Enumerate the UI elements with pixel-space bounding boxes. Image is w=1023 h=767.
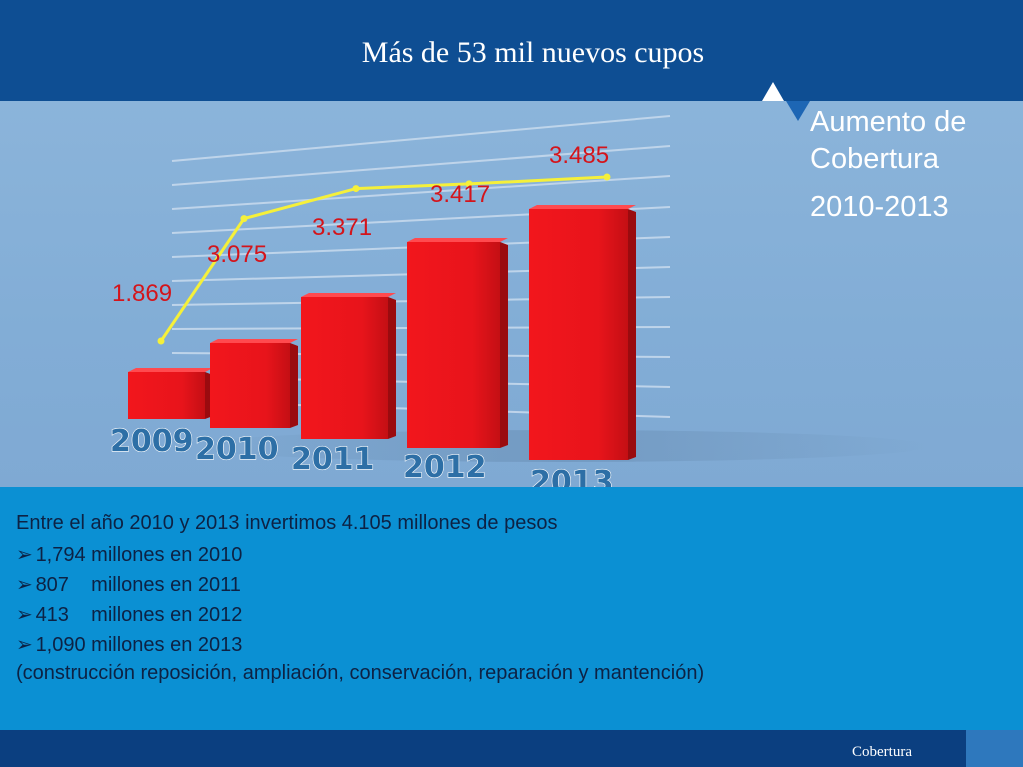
year-tick-labels: 2009 2010 2011 2012 2013 [109, 423, 614, 487]
bar-front [210, 343, 290, 428]
bar-2009 [128, 368, 213, 419]
bar-side [388, 297, 396, 439]
bar-2012 [407, 238, 508, 448]
bar-top [128, 368, 213, 372]
bar-top [407, 238, 508, 242]
arrow-bullet-icon: ➢ [16, 574, 33, 596]
info-bullet-1: ➢ 1,794 millones en 2010 [16, 542, 242, 567]
footer-label: Cobertura [852, 744, 912, 760]
arrow-bullet-icon: ➢ [16, 634, 33, 656]
data-label-2010: 3.075 [207, 241, 267, 268]
coverage-line [157, 173, 611, 345]
tick-label-2011: 2011 [291, 442, 375, 477]
bullet-text: 1,090 millones en 2013 [35, 634, 243, 656]
info-bullet-3: ➢ 413 millones en 2012 [16, 602, 242, 627]
bar-2013 [529, 205, 636, 460]
bar-2011 [301, 293, 396, 439]
tick-label-2013: 2013 [530, 465, 614, 487]
info-bullet-4: ➢ 1,090 millones en 2013 [16, 632, 242, 657]
data-labels: 1.869 3.075 3.371 3.417 3.485 [112, 142, 609, 307]
point-2012 [465, 180, 473, 188]
tick-label-2010: 2010 [195, 432, 279, 467]
point-2010 [240, 215, 248, 223]
bar-top [210, 339, 298, 343]
chart-area: 1.869 3.075 3.371 3.417 3.485 2009 2010 2011 20… [0, 101, 1023, 487]
arrow-bullet-icon: ➢ [16, 604, 33, 626]
bar-top [301, 293, 396, 297]
info-bullet-2: ➢ 807 millones en 2011 [16, 572, 241, 597]
bullet-text: 413 millones en 2012 [35, 604, 243, 626]
bar-top [529, 205, 636, 209]
bar-side [628, 209, 636, 460]
data-label-2012: 3.417 [430, 181, 490, 208]
point-2011 [352, 185, 360, 193]
side-label-line-2: Cobertura [810, 143, 939, 175]
bar-side [500, 242, 508, 448]
triangle-up-icon [762, 82, 784, 101]
gridline [171, 145, 671, 186]
bar-2010 [210, 339, 298, 428]
point-2013 [603, 173, 611, 181]
page-title: Más de 53 mil nuevos cupos [361, 36, 705, 69]
bar-front [407, 242, 500, 448]
data-label-2013: 3.485 [549, 142, 609, 169]
side-label-line-3: 2010-2013 [810, 191, 949, 223]
header-bar [0, 0, 1023, 101]
bullet-text: 807 millones en 2011 [35, 574, 241, 596]
footer-accent-box [966, 730, 1023, 767]
info-panel [0, 487, 1023, 730]
data-label-2011: 3.371 [312, 214, 372, 241]
bars [128, 205, 636, 460]
footer-bar [0, 730, 1023, 767]
info-note: (construcción reposición, ampliación, co… [16, 662, 705, 684]
point-2009 [157, 337, 165, 345]
gridline [171, 175, 671, 210]
bar-front [301, 297, 388, 439]
gridline [171, 115, 671, 162]
bar-side [290, 343, 298, 428]
bar-front [529, 209, 628, 460]
bar-front [128, 372, 205, 419]
data-label-2009: 1.869 [112, 280, 172, 307]
arrow-bullet-icon: ➢ [16, 544, 33, 566]
side-label-line-1: Aumento de [810, 106, 967, 138]
bullet-text: 1,794 millones en 2010 [35, 544, 243, 566]
tick-label-2009: 2009 [110, 424, 194, 459]
tick-label-2012: 2012 [403, 450, 487, 485]
info-intro: Entre el año 2010 y 2013 invertimos 4.10… [16, 512, 558, 534]
triangle-down-icon [786, 101, 810, 121]
